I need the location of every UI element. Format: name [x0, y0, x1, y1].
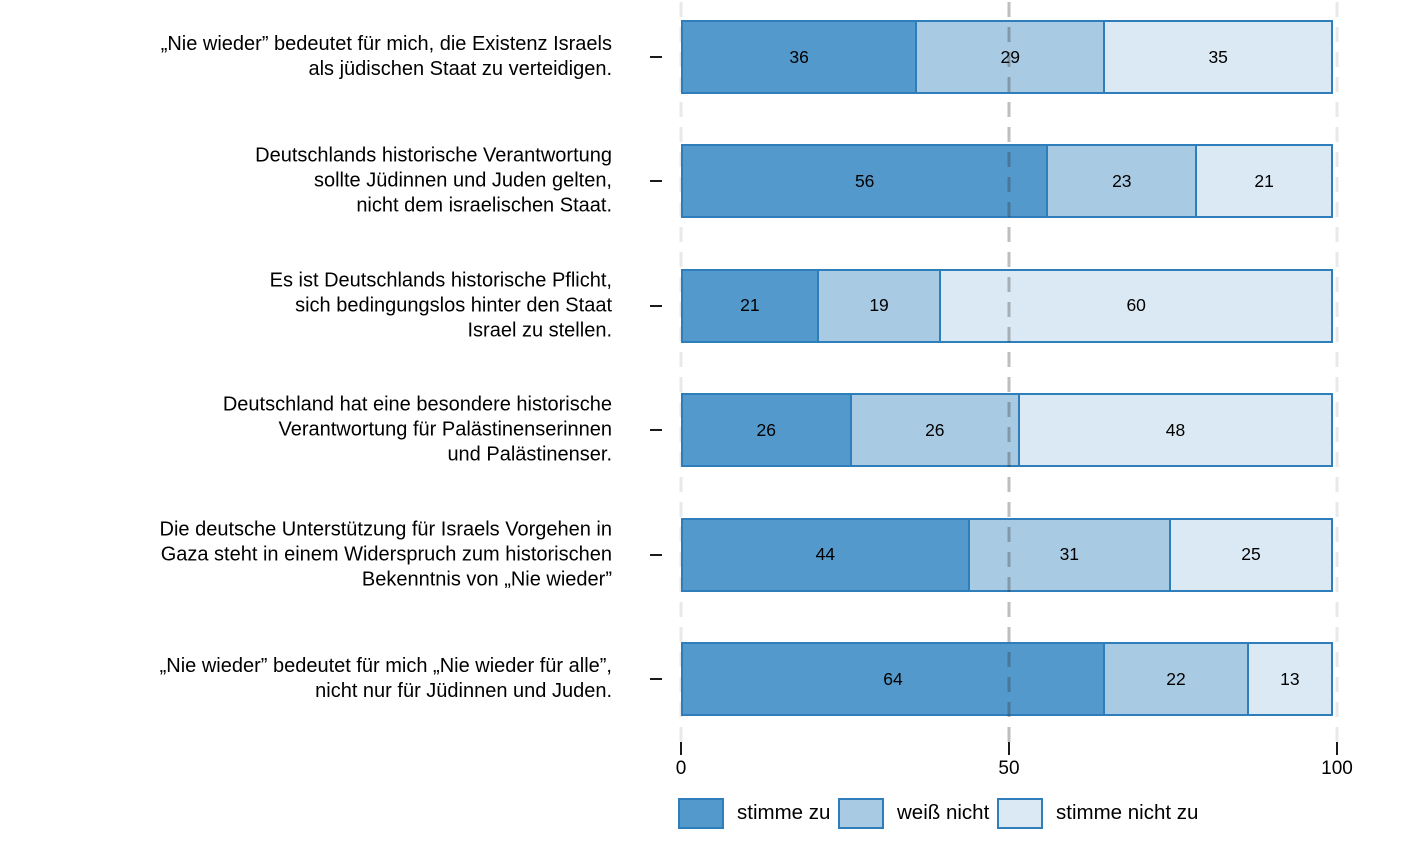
category-tick-mark	[650, 180, 662, 183]
legend-swatch	[678, 797, 724, 829]
bar-value-label: 29	[1001, 47, 1020, 68]
bar-segment-stimme-nicht-zu: 48	[1018, 393, 1333, 468]
category-label-line: Deutschland hat eine besondere historisc…	[222, 393, 612, 416]
category-label-line: „Nie wieder” bedeutet für mich „Nie wied…	[159, 655, 612, 677]
x-axis-tick-mark	[680, 742, 682, 755]
bar-value-label: 56	[854, 170, 875, 191]
bar-value-label: 31	[1059, 544, 1080, 565]
category-label-line: Deutschlands historische Verantwortung	[255, 144, 612, 167]
bar-segment-wei-nicht: 29	[915, 20, 1106, 94]
bar-segment-stimme-zu: 36	[681, 20, 918, 94]
bar-value-label: 36	[789, 46, 809, 67]
legend-swatch	[838, 797, 884, 829]
bar-value-label: 19	[869, 295, 889, 316]
bar-row: 56 23 21	[681, 144, 1337, 219]
category-tick-mark	[650, 56, 662, 58]
bar-row: 64 22 13	[681, 642, 1337, 716]
category-label-line: sich bedingungslos hinter den Staat	[295, 294, 612, 317]
category-label: Es ist Deutschlands historische Pflicht,…	[0, 268, 612, 343]
category-label-line: Verantwortung für Palästinenserinnen	[278, 418, 612, 441]
bar-segment-wei-nicht: 22	[1103, 642, 1249, 716]
bar-segment-stimme-zu: 21	[681, 268, 819, 343]
legend-label: weiß nicht	[897, 801, 990, 824]
bar-value-label: 60	[1126, 295, 1146, 316]
x-axis-tick-mark	[1336, 742, 1338, 755]
category-label-line: Gaza steht in einem Widerspruch zum hist…	[160, 543, 612, 566]
category-label-line: nicht nur für Jüdinnen und Juden.	[315, 680, 612, 702]
legend-swatch	[997, 797, 1043, 829]
category-label-line: und Palästinenser.	[447, 443, 612, 466]
bar-row: 36 29 35	[681, 20, 1337, 94]
bar-segment-stimme-nicht-zu: 13	[1246, 642, 1333, 716]
category-label: „Nie wieder” bedeutet für mich „Nie wied…	[0, 654, 612, 704]
gridline-x-0	[679, 2, 683, 745]
bar-value-label: 13	[1280, 668, 1300, 689]
gridline-x-50	[1007, 2, 1011, 745]
category-tick-mark	[650, 678, 662, 680]
bar-segment-wei-nicht: 23	[1046, 144, 1198, 219]
category-label-line: als jüdischen Staat zu verteidigen.	[308, 58, 612, 80]
bar-segment-stimme-zu: 64	[681, 642, 1106, 716]
category-tick-mark	[650, 429, 662, 432]
legend-item: stimme nicht zu	[997, 797, 1198, 829]
bar-row: 21 19 60	[681, 268, 1337, 343]
legend-label: stimme zu	[737, 801, 831, 824]
bar-segment-stimme-nicht-zu: 21	[1195, 144, 1333, 219]
bar-segment-stimme-zu: 26	[681, 393, 852, 468]
x-axis-tick-label: 50	[998, 758, 1020, 779]
category-label-line: nicht dem israelischen Staat.	[356, 194, 612, 217]
x-axis-tick-mark	[1008, 742, 1010, 755]
bar-segment-stimme-zu: 44	[681, 517, 970, 592]
category-label-line: Israel zu stellen.	[467, 319, 612, 342]
bar-segment-stimme-nicht-zu: 60	[939, 268, 1333, 343]
category-label: Deutschlands historische Verantwortung so…	[0, 144, 612, 219]
category-label-line: Es ist Deutschlands historische Pflicht,	[269, 269, 612, 292]
legend-item: weiß nicht	[838, 797, 989, 829]
category-label: „Nie wieder” bedeutet für mich, die Exis…	[0, 32, 612, 82]
bar-segment-wei-nicht: 31	[967, 517, 1171, 592]
category-tick-mark	[650, 553, 662, 556]
bar-value-label: 64	[883, 668, 903, 689]
bar-value-label: 23	[1112, 170, 1132, 191]
bar-value-label: 48	[1165, 419, 1186, 440]
category-label: Deutschland hat eine besondere historisc…	[0, 393, 612, 468]
x-axis-tick-label: 0	[675, 758, 687, 779]
bar-segment-wei-nicht: 26	[849, 393, 1021, 468]
plot-area: 36 29 35 56 23 21 21 19 60 26 26 48 44 31 25 64 22 13	[679, 0, 1339, 745]
bar-value-label: 26	[756, 419, 776, 440]
legend-label: stimme nicht zu	[1056, 801, 1199, 824]
bar-row: 44 31 25	[681, 517, 1337, 592]
bar-segment-stimme-nicht-zu: 25	[1168, 517, 1333, 592]
bar-segment-stimme-zu: 56	[681, 144, 1049, 219]
bar-value-label: 44	[815, 544, 836, 565]
category-label-line: sollte Jüdinnen und Juden gelten,	[313, 169, 612, 192]
bar-segment-stimme-nicht-zu: 35	[1103, 20, 1333, 94]
legend-item: stimme zu	[678, 797, 830, 829]
bar-value-label: 21	[1254, 170, 1274, 191]
category-label-line: Die deutsche Unterstützung für Israels V…	[159, 518, 612, 541]
bar-value-label: 35	[1208, 46, 1228, 67]
bar-row: 26 26 48	[681, 393, 1337, 468]
category-label-line: „Nie wieder” bedeutet für mich, die Exis…	[160, 33, 612, 55]
category-tick-mark	[650, 304, 662, 307]
bar-value-label: 22	[1166, 668, 1186, 689]
category-label-line: Bekenntnis von „Nie wieder”	[361, 568, 612, 591]
category-label: Die deutsche Unterstützung für Israels V…	[0, 517, 612, 592]
x-axis-tick-label: 100	[1321, 758, 1353, 779]
bar-segment-wei-nicht: 19	[816, 268, 942, 343]
bar-value-label: 26	[925, 419, 945, 440]
gridline-x-100	[1335, 2, 1339, 745]
bar-value-label: 21	[740, 295, 760, 316]
bar-value-label: 25	[1241, 544, 1261, 565]
